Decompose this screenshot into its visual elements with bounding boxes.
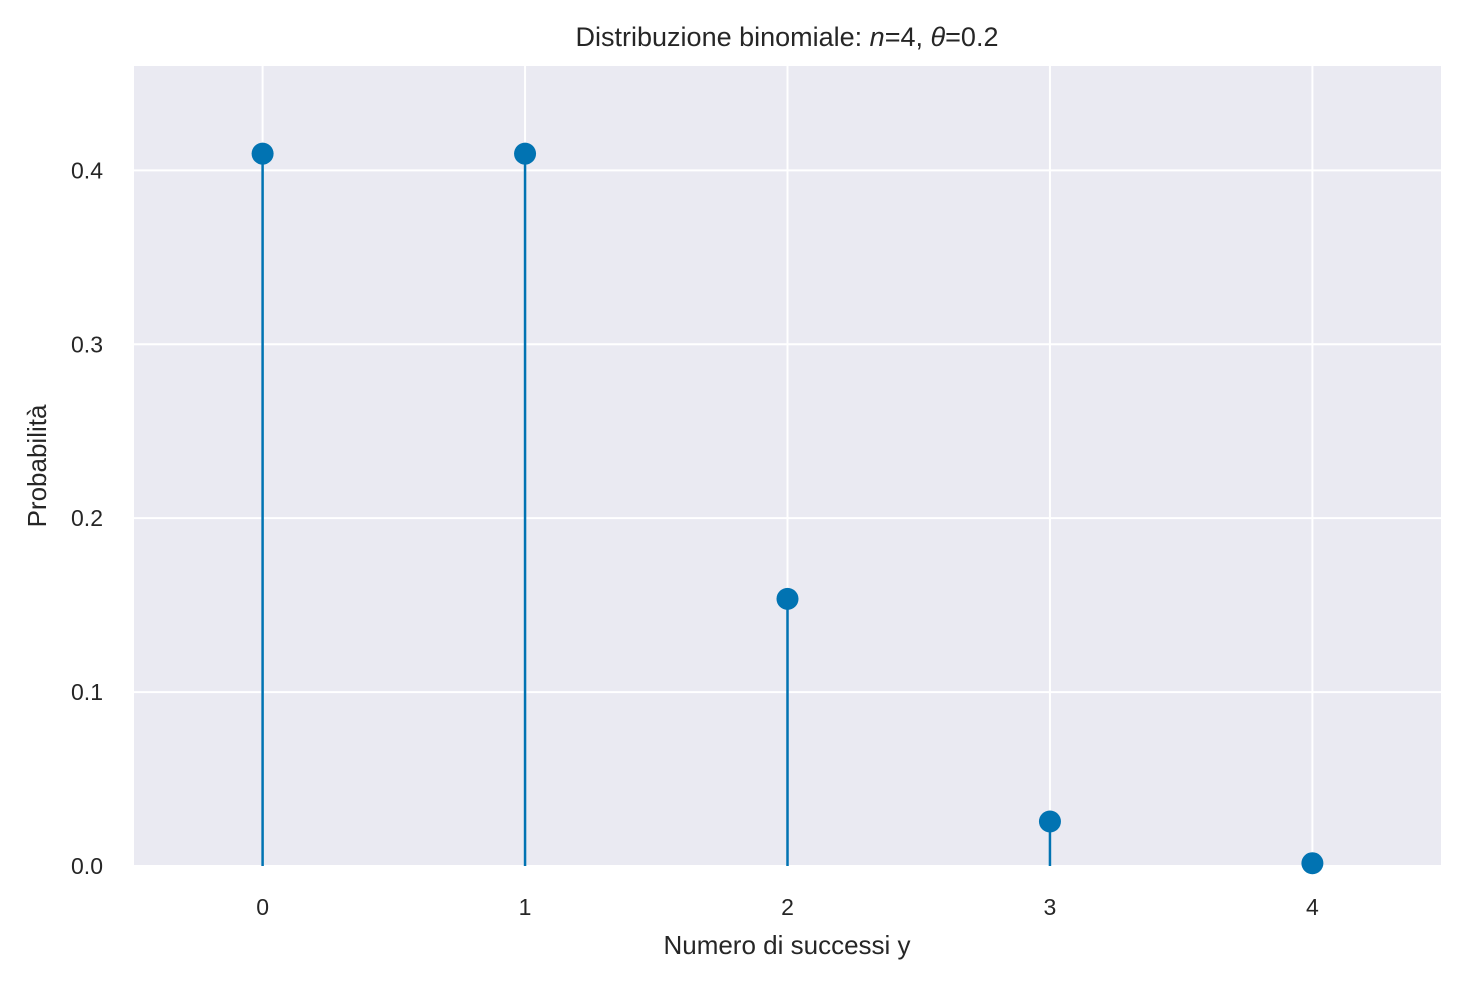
stem-markers bbox=[251, 142, 1324, 875]
x-axis-label: Numero di successi y bbox=[663, 930, 910, 960]
x-tick-label: 0 bbox=[256, 894, 269, 920]
y-tick-label: 0.1 bbox=[71, 679, 103, 705]
chart-title: Distribuzione binomiale: n=4, θ=0.2 bbox=[576, 22, 999, 52]
x-tick-labels: 0 1 2 3 4 bbox=[256, 894, 1319, 920]
stem-marker bbox=[1301, 852, 1324, 875]
stem-marker bbox=[251, 142, 274, 165]
y-tick-label: 0.2 bbox=[71, 505, 103, 531]
x-tick-label: 3 bbox=[1044, 894, 1057, 920]
stem-lines bbox=[261, 153, 1314, 866]
stem-marker bbox=[514, 142, 537, 165]
x-tick-label: 1 bbox=[519, 894, 532, 920]
y-tick-labels: 0.0 0.1 0.2 0.3 0.4 bbox=[71, 157, 103, 879]
y-tick-label: 0.3 bbox=[71, 331, 103, 357]
y-tick-label: 0.0 bbox=[71, 853, 103, 879]
x-tick-label: 4 bbox=[1306, 894, 1319, 920]
stem-marker bbox=[1038, 810, 1061, 833]
y-tick-label: 0.4 bbox=[71, 157, 103, 183]
y-axis-label: Probabilità bbox=[22, 404, 52, 527]
stem-marker bbox=[776, 587, 799, 610]
x-tick-label: 2 bbox=[781, 894, 794, 920]
